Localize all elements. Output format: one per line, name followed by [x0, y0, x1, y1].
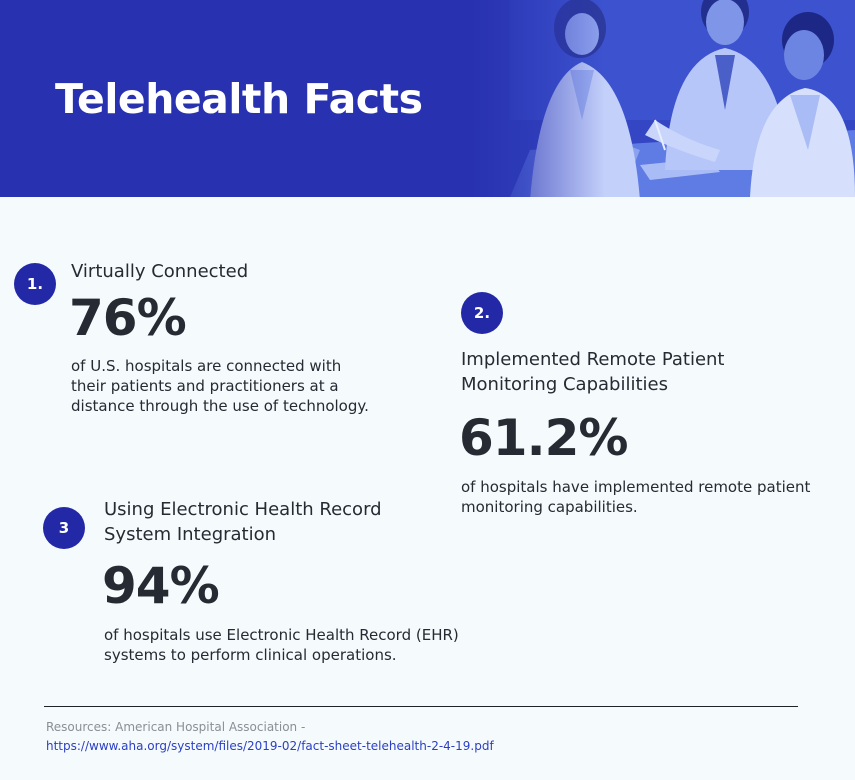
fact-description: of hospitals use Electronic Health Recor…	[104, 626, 459, 664]
fact-heading: Implemented Remote Patient Monitoring Ca…	[461, 349, 725, 395]
footer-divider	[44, 706, 798, 707]
fact-number-badge: 1.	[14, 263, 56, 305]
medical-team-photo	[470, 0, 855, 197]
fact-number-badge: 2.	[461, 292, 503, 334]
fact-number-badge: 3	[43, 507, 85, 549]
resources-label: Resources: American Hospital Association…	[46, 720, 306, 734]
fact-heading: Using Electronic Health Record System In…	[104, 499, 382, 545]
header-banner: Telehealth Facts	[0, 0, 855, 197]
fact-heading: Virtually Connected	[71, 261, 249, 282]
fact-value: 76%	[69, 289, 187, 347]
fact-description: of hospitals have implemented remote pat…	[461, 478, 811, 516]
page-title: Telehealth Facts	[55, 75, 423, 123]
fact-description: of U.S. hospitals are connected with the…	[71, 357, 369, 415]
fact-value: 94%	[102, 557, 220, 615]
fact-value: 61.2%	[459, 409, 628, 467]
resources-link[interactable]: https://www.aha.org/system/files/2019-02…	[46, 739, 494, 753]
